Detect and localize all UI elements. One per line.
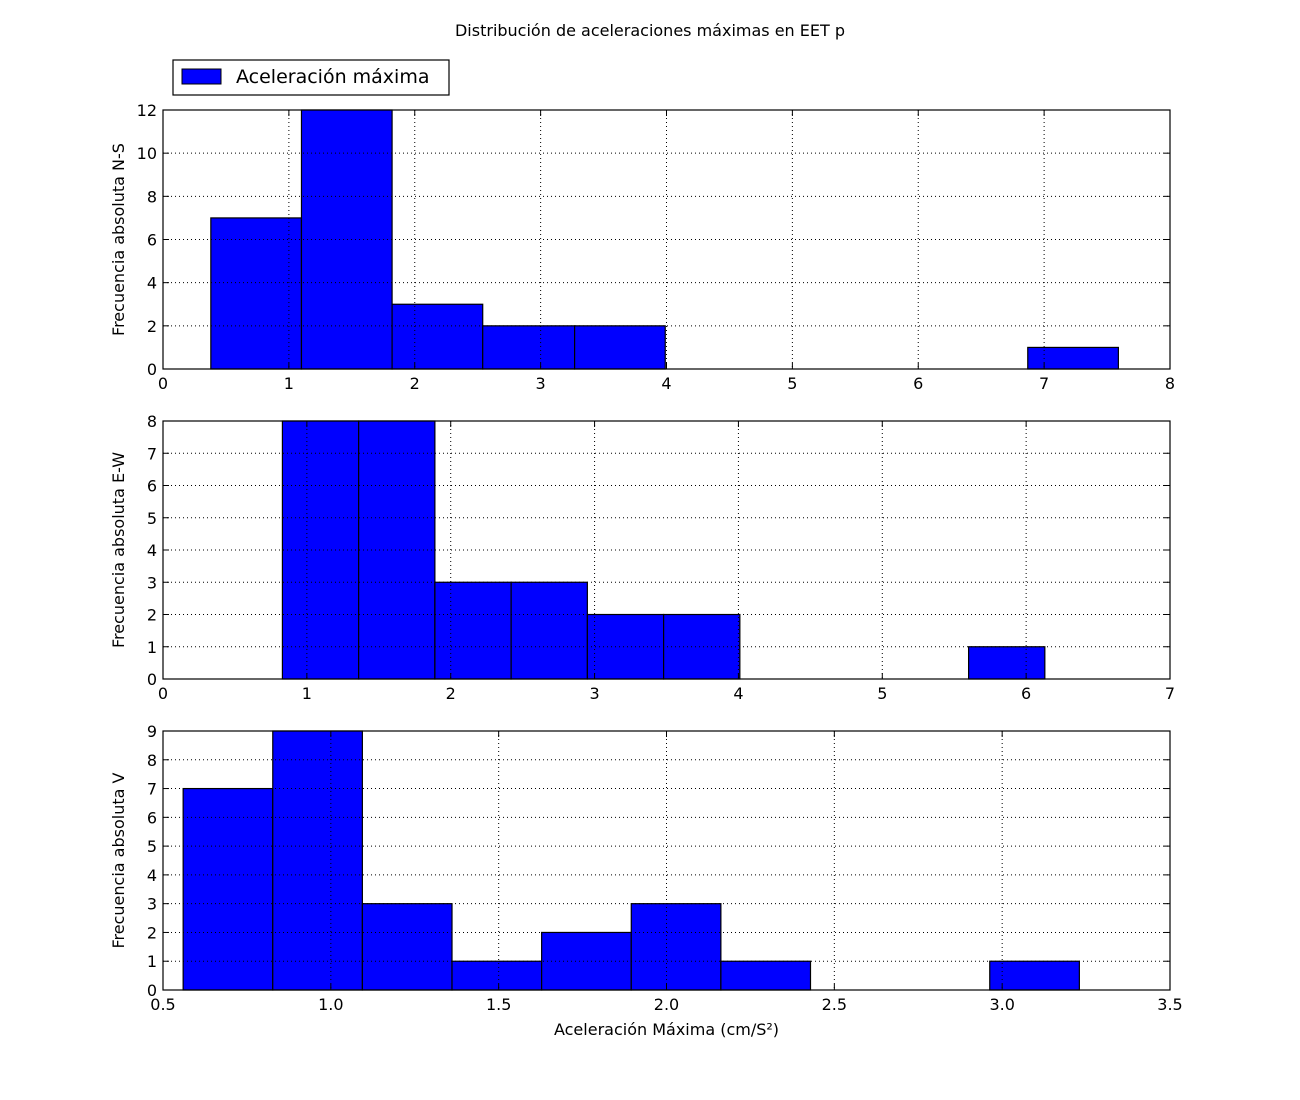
bar-ns-4 <box>574 325 666 370</box>
xtick-label-ns-3: 3 <box>536 374 546 393</box>
xtick-label-ew-1: 1 <box>302 684 312 703</box>
ytick-label-ew-1: 1 <box>147 638 157 657</box>
ytick-label-ew-0: 0 <box>147 670 157 689</box>
bar-ew-4 <box>586 613 665 680</box>
xtick-label-ew-0: 0 <box>158 684 168 703</box>
bar-ew-3 <box>510 581 588 680</box>
bar-ns-3 <box>482 325 576 370</box>
ytick-label-v-7: 7 <box>147 780 157 799</box>
xtick-label-v-5: 3.0 <box>989 995 1014 1014</box>
xtick-label-v-4: 2.5 <box>822 995 847 1014</box>
xtick-label-ns-0: 0 <box>158 374 168 393</box>
ytick-label-v-5: 5 <box>147 837 157 856</box>
xtick-label-ew-2: 2 <box>446 684 456 703</box>
ytick-label-ns-6: 12 <box>137 101 157 120</box>
bar-ns-9 <box>1027 346 1119 370</box>
xtick-label-ns-7: 7 <box>1039 374 1049 393</box>
bar-v-5 <box>630 903 722 991</box>
ytick-label-ew-8: 8 <box>147 412 157 431</box>
ytick-label-v-2: 2 <box>147 923 157 942</box>
legend-label: Aceleración máxima <box>236 66 429 88</box>
bar-ns-2 <box>391 303 484 370</box>
legend-swatch <box>181 68 222 85</box>
ytick-label-v-8: 8 <box>147 751 157 770</box>
xtick-label-ew-4: 4 <box>733 684 743 703</box>
ytick-label-ns-5: 10 <box>137 144 157 163</box>
ytick-label-ns-2: 4 <box>147 274 157 293</box>
xtick-label-ew-6: 6 <box>1021 684 1031 703</box>
ytick-label-ew-6: 6 <box>147 477 157 496</box>
bar-v-6 <box>720 960 812 991</box>
axes-ew: 0 1 2 3 4 5 6 7 0 1 2 3 4 5 6 7 8 Frecuencia absoluta E-W <box>109 412 1175 703</box>
xtick-label-v-3: 2.0 <box>654 995 679 1014</box>
bar-ew-9 <box>967 646 1046 680</box>
ytick-label-ew-2: 2 <box>147 606 157 625</box>
xtick-label-ns-6: 6 <box>913 374 923 393</box>
bar-v-4 <box>541 931 632 991</box>
xtick-label-v-1: 1.0 <box>318 995 343 1014</box>
xlabel-v: Aceleración Máxima (cm/S²) <box>554 1020 779 1039</box>
ylabel-ew: Frecuencia absoluta E-W <box>109 452 128 648</box>
axes-v: 0.5 1.0 1.5 2.0 2.5 3.0 3.5 0 1 2 3 4 5 6 7 8 9 Frecuenci… <box>109 722 1183 1039</box>
bar-ns-1 <box>300 109 393 370</box>
ytick-label-v-4: 4 <box>147 866 157 885</box>
bar-v-1 <box>272 730 363 991</box>
ytick-label-v-0: 0 <box>147 981 157 1000</box>
bar-v-0 <box>182 787 274 991</box>
ytick-label-v-1: 1 <box>147 952 157 971</box>
xtick-label-ew-5: 5 <box>877 684 887 703</box>
xtick-label-v-2: 1.5 <box>486 995 511 1014</box>
ytick-label-ew-3: 3 <box>147 573 157 592</box>
xtick-label-v-0: 0.5 <box>150 995 175 1014</box>
bar-ns-0 <box>210 217 303 370</box>
ylabel-v: Frecuencia absoluta V <box>109 772 128 948</box>
ytick-label-ew-5: 5 <box>147 509 157 528</box>
legend: Aceleración máxima <box>172 59 450 96</box>
figure-title: Distribución de aceleraciones máximas en… <box>455 21 845 40</box>
ytick-label-v-9: 9 <box>147 722 157 741</box>
ytick-label-ew-7: 7 <box>147 444 157 463</box>
bar-v-3 <box>451 960 543 991</box>
bar-ew-2 <box>434 581 512 680</box>
ytick-label-v-6: 6 <box>147 808 157 827</box>
ytick-label-ns-3: 6 <box>147 231 157 250</box>
bar-v-9 <box>989 960 1080 991</box>
ytick-label-ew-4: 4 <box>147 541 157 560</box>
xtick-label-v-6: 3.5 <box>1157 995 1182 1014</box>
xtick-label-ns-1: 1 <box>284 374 294 393</box>
bar-v-2 <box>361 903 453 991</box>
xtick-label-ns-2: 2 <box>410 374 420 393</box>
xtick-label-ns-4: 4 <box>661 374 671 393</box>
ytick-label-v-3: 3 <box>147 895 157 914</box>
ylabel-ns: Frecuencia absoluta N-S <box>109 143 128 336</box>
ytick-label-ns-0: 0 <box>147 360 157 379</box>
ytick-label-ns-1: 2 <box>147 317 157 336</box>
xtick-label-ns-8: 8 <box>1165 374 1175 393</box>
xtick-label-ew-7: 7 <box>1165 684 1175 703</box>
xtick-label-ns-5: 5 <box>787 374 797 393</box>
xtick-label-ew-3: 3 <box>589 684 599 703</box>
ytick-label-ns-4: 8 <box>147 187 157 206</box>
